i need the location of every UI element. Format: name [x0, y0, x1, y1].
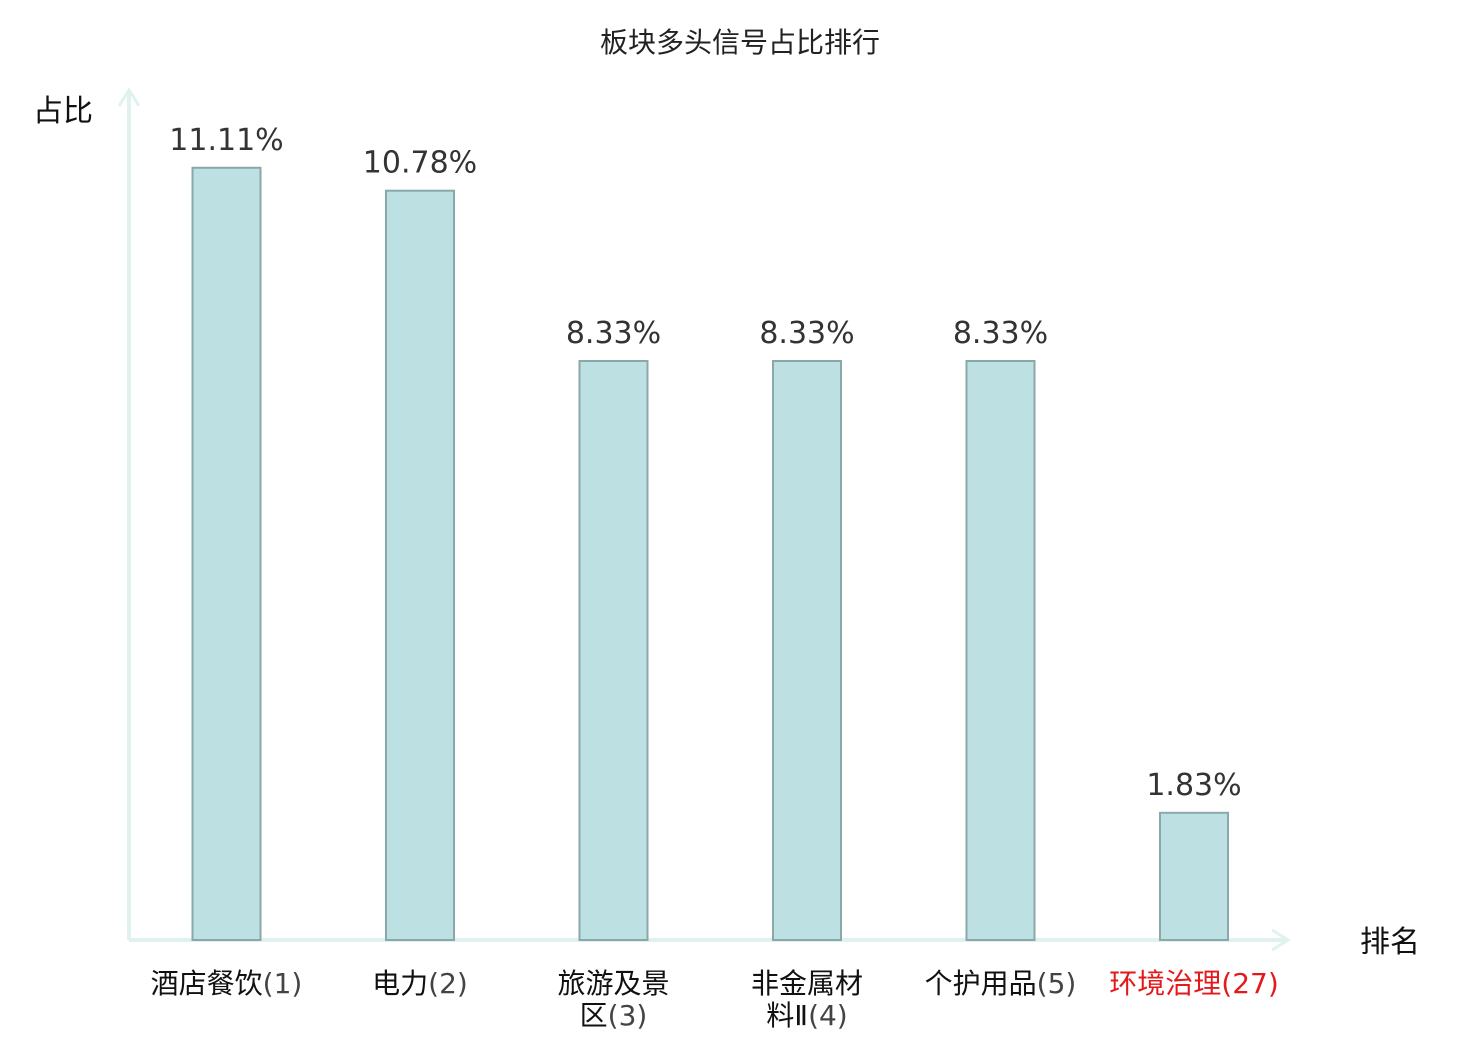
bar-value-label: 8.33% — [953, 316, 1048, 351]
category-name: 环境治理 — [1109, 967, 1221, 1000]
bar — [578, 359, 649, 942]
category-name: 旅游及景 — [557, 967, 669, 1000]
category-rank: (27) — [1221, 967, 1278, 1000]
category-name: 酒店餐饮 — [151, 967, 263, 1000]
x-tick-label: 区(3) — [580, 999, 648, 1032]
x-tick-label: 非金属材 — [751, 967, 863, 1000]
x-tick-label: 旅游及景 — [557, 967, 669, 1000]
value-labels: 11.11% 10.78% 8.33% 8.33% 8.33% 1.83% — [169, 123, 1241, 803]
bars — [191, 166, 1229, 942]
x-tick-label: 环境治理(27) — [1109, 967, 1279, 1000]
chart-title: 板块多头信号占比排行 — [600, 26, 880, 59]
bar-value-label: 11.11% — [169, 123, 283, 158]
bar — [191, 166, 262, 942]
x-axis: 排名 — [129, 925, 1420, 960]
bar — [385, 189, 455, 941]
category-name: 料Ⅱ — [766, 999, 808, 1032]
category-rank: (3) — [608, 999, 648, 1032]
x-tick-label: 个护用品(5) — [925, 967, 1077, 1000]
y-axis: 占比 — [33, 87, 141, 940]
x-tick-label: 料Ⅱ(4) — [766, 999, 847, 1032]
category-name: 个护用品 — [925, 967, 1037, 1000]
category-name: 非金属材 — [751, 967, 863, 1000]
category-rank: (4) — [808, 999, 848, 1032]
category-name: 区 — [580, 999, 608, 1032]
y-axis-arrow — [117, 87, 141, 107]
x-tick-label: 酒店餐饮(1) — [151, 967, 303, 1000]
bar — [965, 359, 1036, 942]
bar — [772, 359, 842, 942]
bar-value-label: 8.33% — [566, 316, 661, 351]
category-rank: (2) — [428, 967, 468, 1000]
bar-value-label: 1.83% — [1146, 768, 1241, 803]
x-axis-arrow — [1271, 928, 1291, 952]
category-rank: (5) — [1037, 967, 1077, 1000]
bar — [1159, 811, 1229, 941]
category-rank: (1) — [263, 967, 303, 1000]
category-name: 电力 — [372, 967, 428, 1000]
x-tick-label: 电力(2) — [372, 967, 468, 1000]
x-axis-label: 排名 — [1360, 925, 1420, 960]
bar-value-label: 10.78% — [363, 146, 477, 181]
y-axis-label: 占比 — [33, 94, 93, 129]
bar-value-label: 8.33% — [759, 316, 854, 351]
